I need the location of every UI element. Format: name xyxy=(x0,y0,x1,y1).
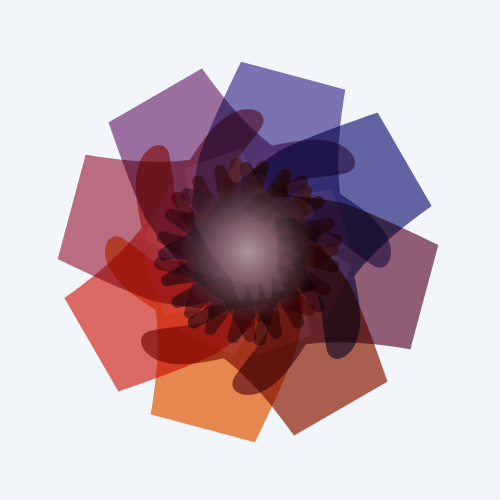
center-glow xyxy=(178,182,318,322)
